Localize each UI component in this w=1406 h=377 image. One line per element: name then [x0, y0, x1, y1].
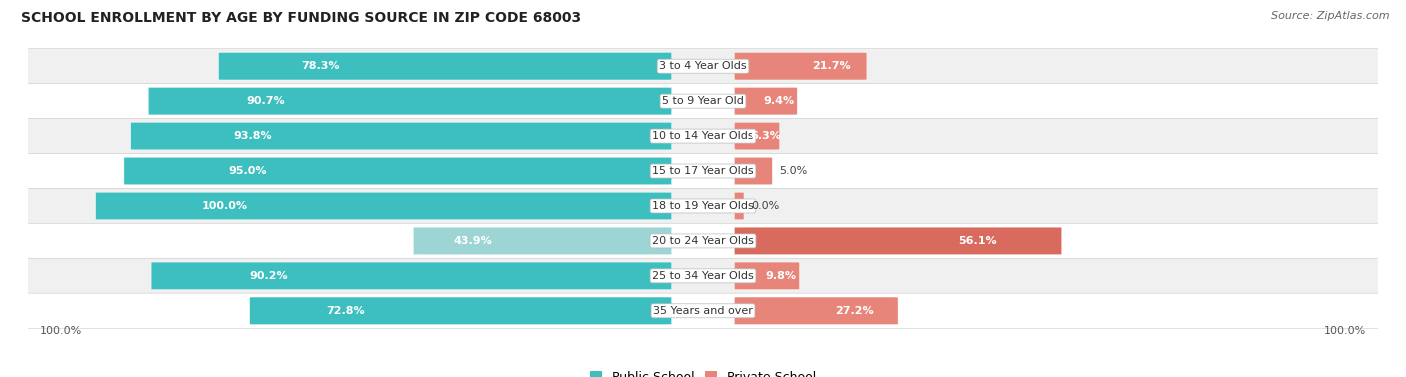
FancyBboxPatch shape	[734, 192, 744, 220]
FancyBboxPatch shape	[124, 157, 672, 185]
FancyBboxPatch shape	[734, 297, 898, 325]
FancyBboxPatch shape	[734, 52, 868, 80]
Text: 27.2%: 27.2%	[835, 306, 875, 316]
Text: 78.3%: 78.3%	[302, 61, 340, 71]
Text: 21.7%: 21.7%	[813, 61, 851, 71]
FancyBboxPatch shape	[413, 227, 672, 255]
Text: 72.8%: 72.8%	[326, 306, 364, 316]
FancyBboxPatch shape	[148, 87, 672, 115]
FancyBboxPatch shape	[22, 258, 1384, 294]
Text: 100.0%: 100.0%	[202, 201, 247, 211]
Text: SCHOOL ENROLLMENT BY AGE BY FUNDING SOURCE IN ZIP CODE 68003: SCHOOL ENROLLMENT BY AGE BY FUNDING SOUR…	[21, 11, 581, 25]
Text: 90.7%: 90.7%	[247, 96, 285, 106]
FancyBboxPatch shape	[22, 118, 1384, 154]
Text: 5.0%: 5.0%	[779, 166, 808, 176]
Text: 20 to 24 Year Olds: 20 to 24 Year Olds	[652, 236, 754, 246]
FancyBboxPatch shape	[734, 227, 1062, 255]
Text: 43.9%: 43.9%	[454, 236, 492, 246]
Text: 35 Years and over: 35 Years and over	[652, 306, 754, 316]
FancyBboxPatch shape	[734, 122, 780, 150]
Text: 0.0%: 0.0%	[751, 201, 779, 211]
Text: 93.8%: 93.8%	[233, 131, 271, 141]
Text: 56.1%: 56.1%	[957, 236, 997, 246]
FancyBboxPatch shape	[22, 293, 1384, 328]
FancyBboxPatch shape	[250, 297, 672, 325]
Text: 18 to 19 Year Olds: 18 to 19 Year Olds	[652, 201, 754, 211]
Text: 5 to 9 Year Old: 5 to 9 Year Old	[662, 96, 744, 106]
FancyBboxPatch shape	[218, 52, 672, 80]
FancyBboxPatch shape	[734, 87, 797, 115]
FancyBboxPatch shape	[96, 192, 672, 220]
FancyBboxPatch shape	[734, 157, 772, 185]
Text: 95.0%: 95.0%	[228, 166, 266, 176]
FancyBboxPatch shape	[22, 153, 1384, 188]
FancyBboxPatch shape	[22, 49, 1384, 84]
Text: 9.8%: 9.8%	[765, 271, 796, 281]
Text: 90.2%: 90.2%	[249, 271, 288, 281]
Text: 15 to 17 Year Olds: 15 to 17 Year Olds	[652, 166, 754, 176]
Legend: Public School, Private School: Public School, Private School	[585, 366, 821, 377]
Text: 6.3%: 6.3%	[751, 131, 782, 141]
Text: 9.4%: 9.4%	[763, 96, 794, 106]
Text: 10 to 14 Year Olds: 10 to 14 Year Olds	[652, 131, 754, 141]
FancyBboxPatch shape	[150, 262, 672, 290]
FancyBboxPatch shape	[22, 223, 1384, 259]
Text: 100.0%: 100.0%	[41, 326, 83, 336]
FancyBboxPatch shape	[131, 122, 672, 150]
Text: 25 to 34 Year Olds: 25 to 34 Year Olds	[652, 271, 754, 281]
Text: 3 to 4 Year Olds: 3 to 4 Year Olds	[659, 61, 747, 71]
Text: 100.0%: 100.0%	[1323, 326, 1365, 336]
Text: Source: ZipAtlas.com: Source: ZipAtlas.com	[1271, 11, 1389, 21]
FancyBboxPatch shape	[22, 188, 1384, 224]
FancyBboxPatch shape	[22, 83, 1384, 119]
FancyBboxPatch shape	[734, 262, 800, 290]
